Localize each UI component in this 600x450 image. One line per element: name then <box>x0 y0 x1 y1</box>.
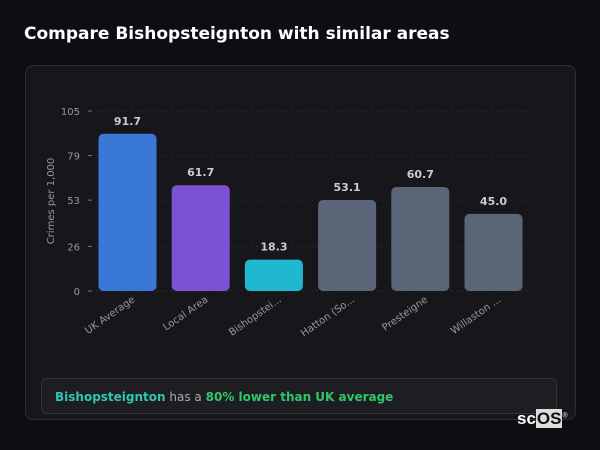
y-axis-label: Crimes per 1,000 <box>46 158 57 245</box>
bar <box>318 199 377 291</box>
bar <box>464 213 523 291</box>
y-tick-label: 53 <box>67 196 80 207</box>
y-tick-label: 105 <box>61 107 80 118</box>
summary-highlight: 80% lower than UK average <box>205 390 394 404</box>
x-tick-label: UK Average <box>83 294 137 336</box>
bar <box>244 259 303 291</box>
x-tick-label: Hatton (So... <box>299 294 357 339</box>
x-tick-label: Local Area <box>161 294 210 333</box>
x-tick-label: Willaston ... <box>449 294 503 337</box>
summary-place: Bishopsteignton <box>55 390 166 404</box>
data-label: 45.0 <box>480 195 507 208</box>
bar <box>171 185 230 291</box>
data-label: 53.1 <box>334 181 361 194</box>
summary-text: has a <box>169 390 202 404</box>
data-label: 18.3 <box>260 241 287 254</box>
x-tick-label: Presteigne <box>380 294 430 333</box>
y-tick-label: 79 <box>67 152 80 163</box>
x-tick-label: Bishopstei... <box>227 294 283 338</box>
data-label: 91.7 <box>114 115 141 128</box>
data-label: 60.7 <box>407 168 434 181</box>
bar <box>98 133 157 291</box>
page-title: Compare Bishopsteignton with similar are… <box>24 24 450 44</box>
data-label: 61.7 <box>187 166 214 179</box>
watermark-logo: scOS® <box>517 409 568 428</box>
bar <box>391 186 450 291</box>
summary-box: Bishopsteignton has a 80% lower than UK … <box>41 378 557 414</box>
y-tick-label: 26 <box>67 242 80 253</box>
y-tick-label: 0 <box>74 287 80 298</box>
